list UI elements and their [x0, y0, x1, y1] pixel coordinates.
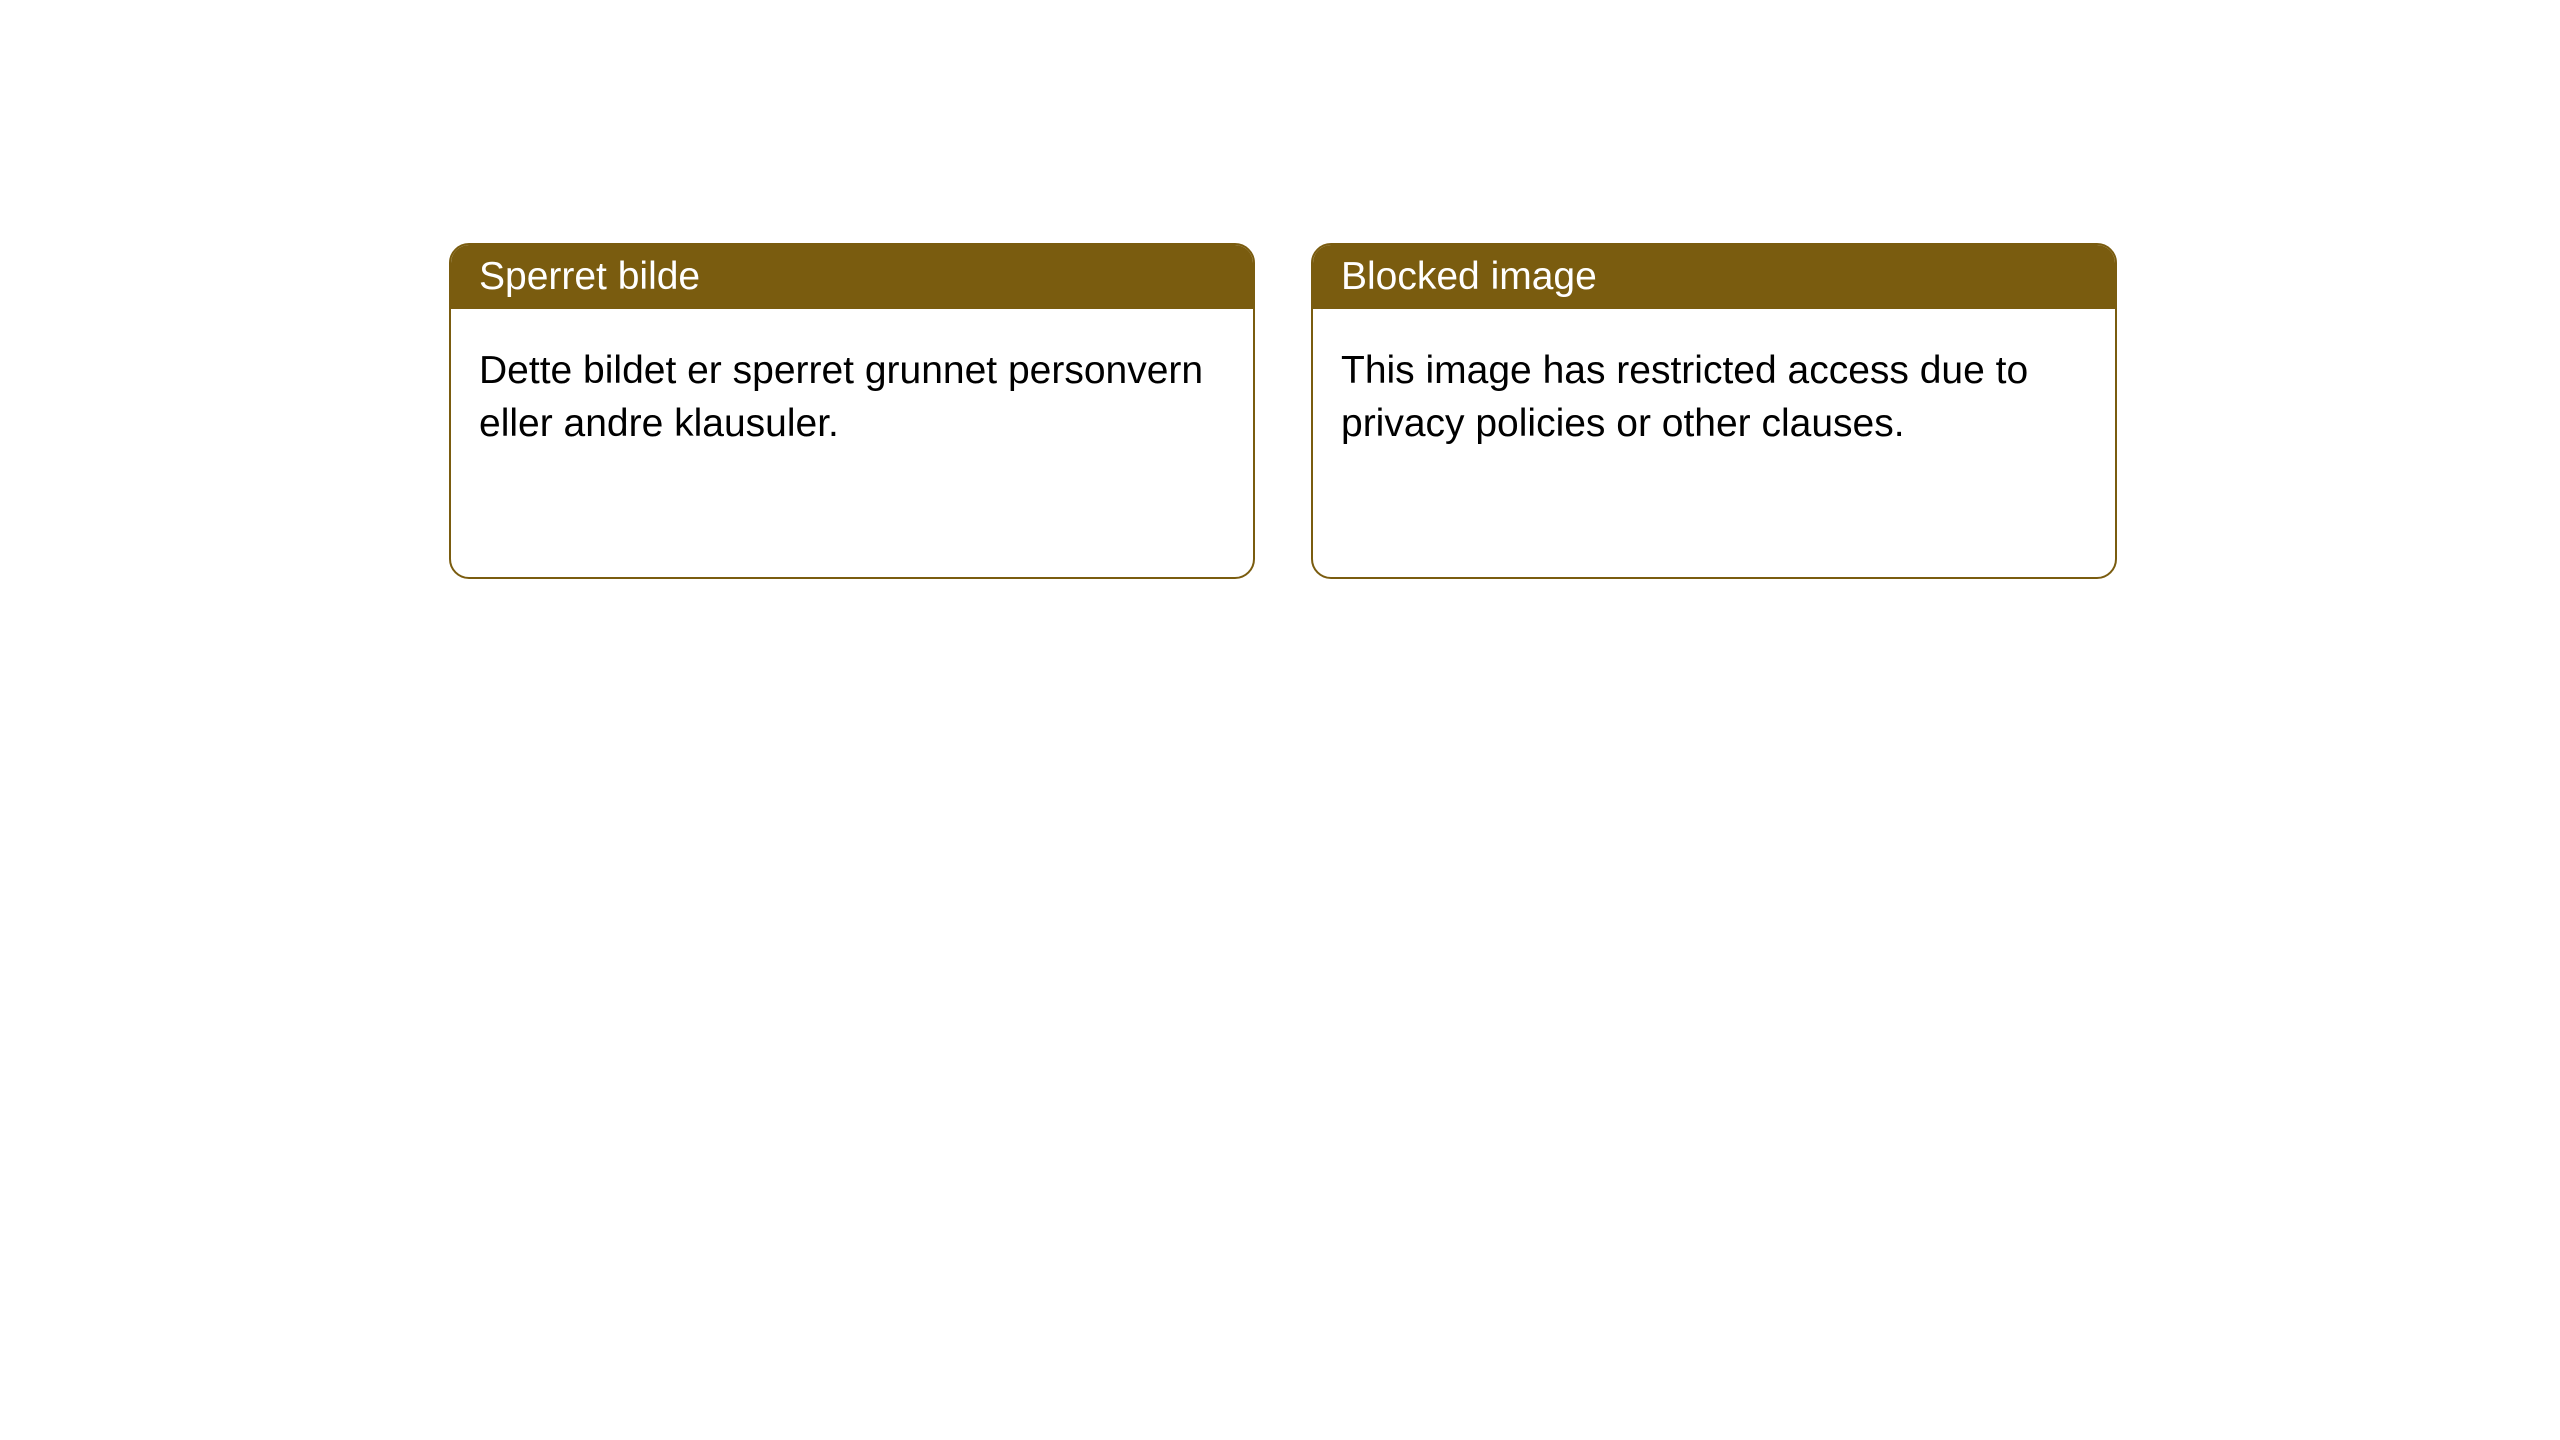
card-message: This image has restricted access due to … — [1341, 349, 2028, 445]
card-title: Sperret bilde — [479, 255, 700, 298]
card-container: Sperret bilde Dette bildet er sperret gr… — [0, 0, 2560, 579]
card-message: Dette bildet er sperret grunnet personve… — [479, 349, 1203, 445]
card-body: Dette bildet er sperret grunnet personve… — [451, 309, 1253, 486]
card-header: Sperret bilde — [451, 245, 1253, 309]
card-body: This image has restricted access due to … — [1313, 309, 2115, 486]
blocked-image-card-norwegian: Sperret bilde Dette bildet er sperret gr… — [449, 243, 1255, 579]
card-title: Blocked image — [1341, 255, 1597, 298]
card-header: Blocked image — [1313, 245, 2115, 309]
blocked-image-card-english: Blocked image This image has restricted … — [1311, 243, 2117, 579]
